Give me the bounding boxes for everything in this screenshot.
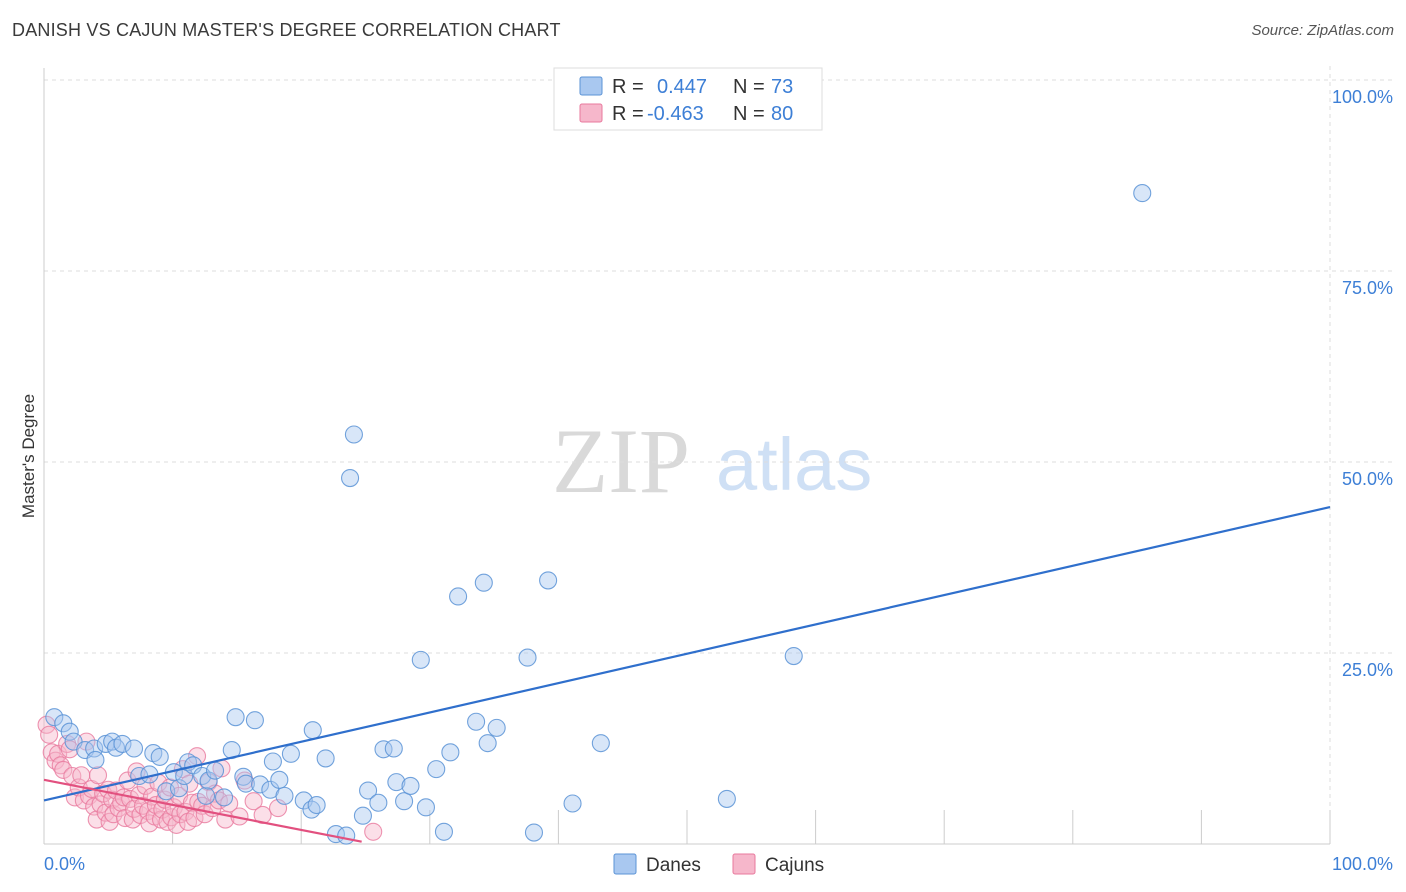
danes-point (401, 776, 420, 795)
page-title: DANISH VS CAJUN MASTER'S DEGREE CORRELAT… (12, 20, 561, 40)
danes-point (60, 722, 79, 741)
danes-point (539, 571, 558, 590)
danes-point (344, 425, 363, 444)
legend-r-label-cajuns: R = (612, 103, 644, 125)
danes-point (124, 739, 144, 758)
bottom-legend-cajuns: Cajuns (765, 855, 824, 876)
danes-point (250, 775, 270, 794)
cajuns-point (49, 744, 68, 763)
danes-point (524, 823, 544, 842)
danes-point (263, 752, 282, 771)
danes-point (449, 587, 468, 606)
danes-point (199, 771, 218, 790)
danes-point (150, 747, 169, 766)
danes-point (353, 806, 372, 825)
cajuns-point (40, 725, 59, 744)
legend-r-label-danes: R = (612, 76, 644, 98)
cajuns-point (167, 815, 186, 834)
cajuns-point (54, 760, 73, 779)
danes-point (434, 822, 453, 841)
legend-r-value-danes: 0.447 (657, 76, 707, 98)
danes-point (234, 767, 253, 786)
danes-point (341, 468, 360, 488)
y-axis-title: Master's Degree (19, 394, 38, 518)
tick-labels: 100.0% 75.0% 50.0% 25.0% 0.0% 100.0% (44, 87, 1393, 874)
y-tick-label: 25.0% (1342, 660, 1393, 680)
danes-point (395, 792, 414, 811)
danes-point (359, 781, 378, 800)
danes-point (591, 734, 610, 753)
danes-point (563, 794, 582, 813)
x-tick-label: 100.0% (1332, 854, 1393, 874)
legend-n-value-danes: 73 (771, 76, 793, 98)
legend-n-value-cajuns: 80 (771, 103, 793, 125)
cajuns-point (244, 792, 263, 811)
danes-series (45, 184, 1152, 845)
danes-point (86, 750, 105, 770)
bottom-legend: Danes Cajuns (613, 853, 824, 876)
danes-point (303, 721, 322, 740)
danes-point (416, 798, 435, 817)
danes-point (474, 573, 493, 592)
bottom-legend-swatch-cajuns (732, 853, 756, 875)
danes-point (45, 708, 64, 727)
legend: R = 0.447 N = 73 R = -0.463 N = 80 (553, 67, 823, 131)
danes-point (316, 749, 335, 768)
source-label: Source: ZipAtlas.com (1251, 22, 1394, 39)
cajuns-trend-line (43, 778, 362, 843)
danes-point (478, 734, 497, 753)
danes-point (196, 786, 216, 805)
danes-trend-line (43, 506, 1331, 802)
legend-r-value-cajuns: -0.463 (647, 103, 704, 125)
danes-point (427, 760, 446, 779)
legend-swatch-danes (579, 76, 603, 96)
legend-swatch-cajuns (579, 103, 603, 123)
danes-point (384, 739, 403, 758)
danes-point (337, 826, 356, 845)
danes-point (717, 789, 736, 808)
danes-point (113, 734, 132, 753)
danes-point (245, 711, 264, 730)
danes-point (281, 744, 300, 763)
legend-n-label-cajuns: N = (733, 103, 765, 125)
x-tick-label: 0.0% (44, 854, 85, 874)
danes-point (307, 795, 326, 815)
y-tick-label: 50.0% (1342, 469, 1393, 489)
danes-point (518, 648, 537, 667)
danes-point (205, 761, 225, 780)
axes (43, 68, 1331, 845)
danes-point (441, 743, 460, 762)
cajuns-point (364, 822, 383, 841)
legend-n-label-danes: N = (733, 76, 765, 98)
cajuns-point (88, 766, 108, 785)
danes-point (226, 708, 245, 727)
danes-point (1133, 184, 1152, 203)
danes-point (467, 712, 486, 731)
danes-point (236, 774, 255, 793)
danes-point (275, 786, 294, 805)
bottom-legend-swatch-danes (613, 853, 637, 875)
watermark-atlas: atlas (716, 423, 872, 506)
danes-point (214, 788, 234, 807)
danes-point (487, 718, 506, 737)
danes-point (374, 740, 393, 759)
danes-point (784, 647, 803, 666)
trend-lines (43, 506, 1331, 843)
danes-point (369, 793, 388, 812)
cajuns-point (42, 743, 61, 762)
danes-point (387, 773, 406, 792)
y-tick-label: 100.0% (1332, 87, 1393, 107)
danes-point (270, 770, 289, 789)
cajuns-series (37, 715, 383, 841)
danes-point (85, 739, 104, 758)
watermark-zip: ZIP (552, 410, 690, 512)
danes-point (411, 650, 430, 669)
y-tick-label: 75.0% (1342, 278, 1393, 298)
bottom-legend-danes: Danes (646, 855, 701, 876)
